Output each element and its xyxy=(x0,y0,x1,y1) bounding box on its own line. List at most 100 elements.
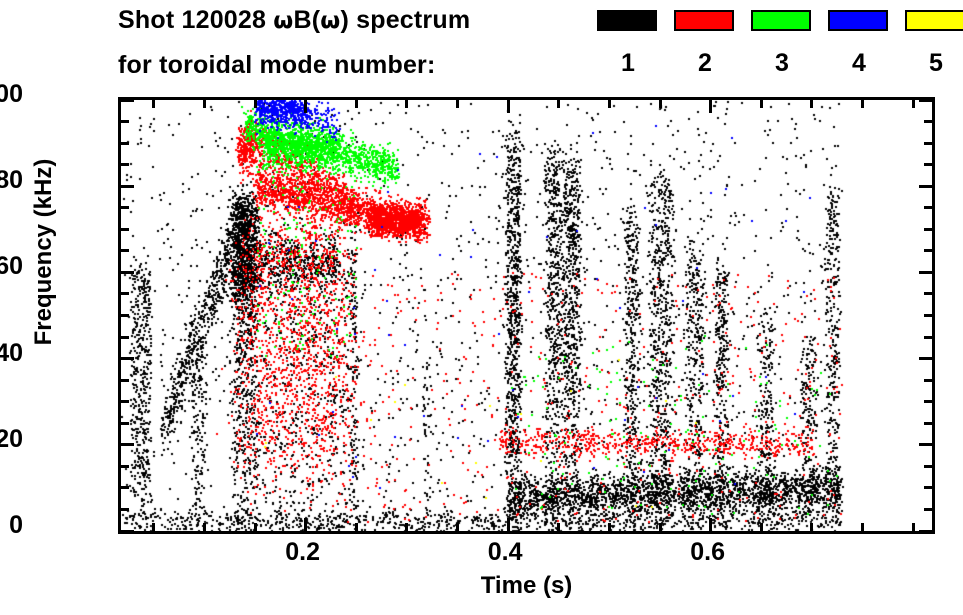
x-tick-0.40 xyxy=(506,518,510,531)
y-tick-5 xyxy=(924,507,932,511)
y-tick-5 xyxy=(121,507,129,511)
x-tick-label-0.2: 0.2 xyxy=(285,538,321,566)
y-tick-90 xyxy=(924,141,932,145)
x-tick-0.65 xyxy=(759,523,763,531)
legend-item-1[interactable] xyxy=(597,10,659,31)
x-tick-0.50 xyxy=(607,523,611,531)
y-tick-80 xyxy=(919,184,932,188)
y-tick-85 xyxy=(121,163,129,167)
y-tick-label-40: 40 xyxy=(0,338,23,367)
y-tick-10 xyxy=(121,486,129,490)
y-tick-15 xyxy=(924,464,932,468)
x-tick-0.55 xyxy=(658,100,662,108)
y-tick-50 xyxy=(121,314,129,317)
omega-symbol-1: ω xyxy=(273,8,294,34)
legend-item-4[interactable] xyxy=(828,10,890,31)
x-tick-label-0.6: 0.6 xyxy=(690,538,726,566)
x-tick-0.15 xyxy=(253,523,257,531)
y-tick-0 xyxy=(919,529,932,533)
y-tick-15 xyxy=(121,464,129,468)
plot-area xyxy=(118,97,935,534)
y-axis-title: Frequency (kHz) xyxy=(30,158,57,346)
y-tick-95 xyxy=(924,120,932,124)
y-tick-75 xyxy=(924,206,932,210)
x-tick-0.40 xyxy=(506,100,510,113)
x-tick-0.20 xyxy=(304,100,308,113)
y-tick-35 xyxy=(924,378,932,382)
y-tick-label-20: 20 xyxy=(0,424,23,453)
legend-swatch-5 xyxy=(905,10,963,31)
x-tick-0.10 xyxy=(202,100,206,108)
x-tick-0.75 xyxy=(861,523,865,531)
x-tick-0.25 xyxy=(354,523,358,531)
figure-subtitle: for toroidal mode number: xyxy=(118,51,436,79)
y-tick-0 xyxy=(121,529,134,533)
y-tick-label-0: 0 xyxy=(9,511,23,539)
y-tick-100 xyxy=(919,98,932,102)
legend: 1 2 3 4 5 xyxy=(585,0,963,95)
x-tick-0.45 xyxy=(557,100,561,108)
y-tick-85 xyxy=(924,163,932,167)
y-tick-55 xyxy=(924,292,932,296)
legend-swatch-1 xyxy=(597,10,657,31)
x-tick-0.15 xyxy=(253,100,257,108)
y-tick-25 xyxy=(924,421,932,425)
y-tick-70 xyxy=(924,227,932,231)
legend-swatch-3 xyxy=(751,10,811,31)
x-tick-0.60 xyxy=(709,100,713,113)
legend-label-2: 2 xyxy=(698,49,712,77)
x-tick-0.50 xyxy=(607,100,611,108)
y-tick-20 xyxy=(919,443,932,447)
y-tick-20 xyxy=(121,443,134,447)
x-tick-0.30 xyxy=(405,100,409,108)
y-tick-50 xyxy=(924,314,932,317)
y-tick-40 xyxy=(919,357,932,361)
x-tick-0.75 xyxy=(861,100,865,108)
x-tick-0.05 xyxy=(152,100,156,108)
y-tick-30 xyxy=(924,400,932,404)
figure-title: Shot 120028 ωB(ω) spectrum xyxy=(118,6,470,35)
x-tick-0.65 xyxy=(759,100,763,108)
spectrogram-canvas-holder xyxy=(121,100,932,531)
x-tick-0.80 xyxy=(911,523,915,531)
legend-label-3: 3 xyxy=(775,49,789,77)
y-tick-95 xyxy=(121,120,129,124)
legend-item-5[interactable] xyxy=(905,10,963,31)
legend-label-5: 5 xyxy=(929,49,943,77)
legend-swatch-2 xyxy=(674,10,734,31)
y-tick-30 xyxy=(121,400,129,404)
y-tick-75 xyxy=(121,206,129,210)
x-tick-0.20 xyxy=(304,518,308,531)
title-b-open: B( xyxy=(293,6,321,34)
x-tick-0.55 xyxy=(658,523,662,531)
x-tick-0.05 xyxy=(152,523,156,531)
title-spectrum-text: ) spectrum xyxy=(340,6,471,34)
y-tick-40 xyxy=(121,357,134,361)
title-shot-text: Shot 120028 xyxy=(118,6,274,34)
x-tick-0.35 xyxy=(456,100,460,108)
legend-item-2[interactable] xyxy=(674,10,736,31)
y-tick-80 xyxy=(121,184,134,188)
x-axis-title: Time (s) xyxy=(480,572,573,599)
y-tick-60 xyxy=(121,270,134,274)
y-tick-label-80: 80 xyxy=(0,166,23,195)
y-tick-70 xyxy=(121,227,129,231)
spectrogram-scatter-canvas xyxy=(121,100,932,531)
x-tick-0.70 xyxy=(810,523,814,531)
y-tick-label-100: 100 xyxy=(0,80,23,108)
y-tick-45 xyxy=(121,335,129,339)
y-tick-65 xyxy=(924,249,932,253)
omega-symbol-2: ω xyxy=(320,8,341,34)
legend-label-4: 4 xyxy=(852,49,866,77)
legend-item-3[interactable] xyxy=(751,10,813,31)
x-tick-0.45 xyxy=(557,523,561,531)
x-tick-0.10 xyxy=(202,523,206,531)
legend-swatch-4 xyxy=(828,10,888,31)
x-tick-0.70 xyxy=(810,100,814,108)
y-tick-60 xyxy=(919,270,932,274)
x-tick-0.35 xyxy=(456,523,460,531)
y-tick-label-60: 60 xyxy=(0,252,23,281)
x-tick-label-0.4: 0.4 xyxy=(487,538,523,566)
y-tick-100 xyxy=(121,98,134,102)
